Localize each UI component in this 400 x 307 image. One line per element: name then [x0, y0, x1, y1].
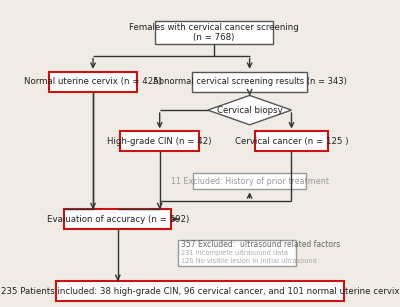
- FancyBboxPatch shape: [192, 72, 307, 91]
- Text: 357 Excluded:  ultrasound related factors: 357 Excluded: ultrasound related factors: [181, 240, 341, 250]
- Text: High-grade CIN (n = 42): High-grade CIN (n = 42): [108, 137, 212, 146]
- Text: Abnormal cervical screening results (n = 343): Abnormal cervical screening results (n =…: [153, 77, 346, 86]
- Text: 235 Patients included: 38 high-grade CIN, 96 cervical cancer, and 101 normal ute: 235 Patients included: 38 high-grade CIN…: [1, 286, 399, 296]
- Text: Females with cervical cancer screening
(n = 768): Females with cervical cancer screening (…: [129, 23, 299, 42]
- FancyBboxPatch shape: [64, 209, 171, 229]
- Text: Evaluation of accuracy (n = 592): Evaluation of accuracy (n = 592): [47, 215, 189, 224]
- FancyBboxPatch shape: [255, 131, 328, 151]
- Polygon shape: [208, 95, 292, 125]
- FancyBboxPatch shape: [193, 173, 306, 189]
- Text: Normal uterine cervix (n = 425): Normal uterine cervix (n = 425): [24, 77, 162, 86]
- Text: Cervical cancer (n = 125 ): Cervical cancer (n = 125 ): [235, 137, 348, 146]
- FancyBboxPatch shape: [178, 240, 296, 266]
- Text: Cervical biopsy: Cervical biopsy: [217, 106, 282, 115]
- FancyBboxPatch shape: [49, 72, 137, 91]
- Text: 11 Excluded: History of prior treatment: 11 Excluded: History of prior treatment: [171, 177, 328, 185]
- FancyBboxPatch shape: [155, 21, 273, 44]
- Text: 126 No visible lesion in initial ultrasound: 126 No visible lesion in initial ultraso…: [181, 258, 317, 264]
- FancyBboxPatch shape: [56, 281, 344, 301]
- FancyBboxPatch shape: [120, 131, 199, 151]
- Text: 231 Incomplete ultrasound data: 231 Incomplete ultrasound data: [181, 250, 288, 256]
